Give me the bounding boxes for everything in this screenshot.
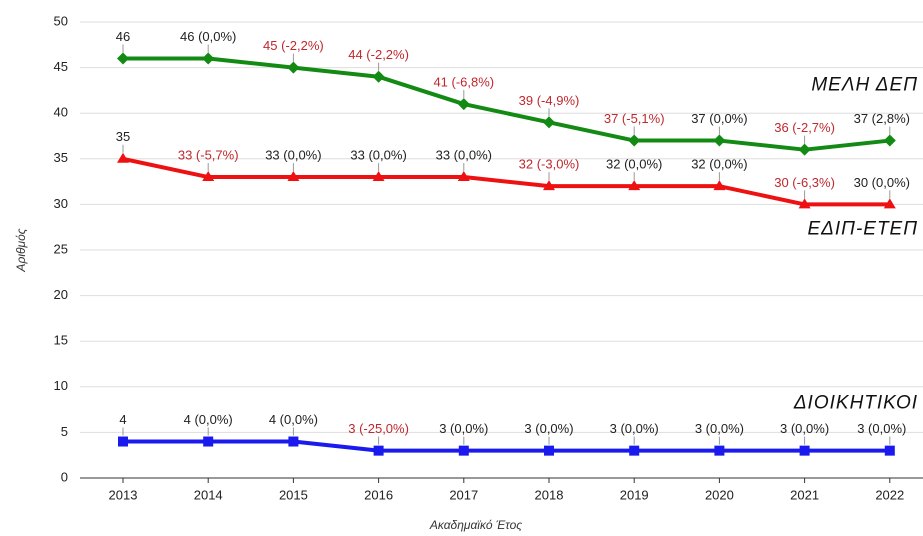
y-tick-label: 15 — [54, 333, 68, 348]
y-tick-label: 25 — [54, 241, 68, 256]
value-label: 33 (0,0%) — [436, 147, 492, 162]
marker — [884, 445, 895, 456]
marker — [543, 180, 555, 191]
value-label: 3 (0,0%) — [439, 421, 488, 436]
series: 35 33 (-5,7%) 33 (0,0%) 33 (0,0%) 33 (0,0%) 3… — [116, 129, 910, 209]
x-tick-label: 2021 — [790, 487, 819, 502]
value-label: 3 (0,0%) — [524, 421, 573, 436]
marker — [202, 52, 215, 65]
value-label: 45 (-2,2%) — [263, 38, 324, 53]
value-label: 3 (0,0%) — [857, 421, 906, 436]
y-axis-title: Αριθμός — [14, 228, 28, 272]
y-tick-label: 5 — [61, 424, 68, 439]
marker — [118, 436, 128, 447]
y-tick-label: 20 — [54, 287, 68, 302]
value-label: 46 (0,0%) — [180, 29, 236, 44]
marker — [202, 171, 215, 182]
marker — [799, 445, 810, 456]
marker — [628, 134, 641, 147]
value-label: 32 (0,0%) — [691, 157, 747, 172]
value-label: 37 (0,0%) — [691, 111, 747, 126]
series-name: ΜΕΛΗ ΔΕΠ — [811, 75, 918, 96]
x-tick-label: 2014 — [194, 487, 223, 502]
y-tick-label: 35 — [54, 150, 68, 165]
marker — [288, 436, 299, 447]
value-label: 3 (-25,0%) — [348, 421, 409, 436]
marker — [798, 143, 811, 156]
value-label: 33 (0,0%) — [265, 147, 321, 162]
value-label: 46 — [116, 29, 130, 44]
marker — [457, 98, 470, 111]
series: 46 46 (0,0%) 45 (-2,2%) 44 (-2,2%) 41 (-6,8%… — [116, 29, 910, 156]
marker — [883, 198, 896, 209]
line — [123, 56, 891, 152]
x-tick-label: 2015 — [279, 487, 308, 502]
marker — [629, 445, 640, 456]
value-label: 33 (0,0%) — [350, 147, 406, 162]
marker — [372, 171, 385, 182]
series: 4 4 (0,0%) 4 (0,0%) 3 (-25,0%) 3 (0,0%) 3 (0,… — [118, 412, 906, 456]
line — [123, 439, 890, 453]
value-label: 4 (0,0%) — [269, 412, 318, 427]
marker — [117, 52, 129, 65]
marker — [287, 171, 300, 182]
marker — [713, 180, 726, 191]
series-name: ΔΙΟΙΚΗΤΙΚΟΙ — [793, 393, 918, 414]
marker — [713, 134, 726, 147]
marker — [628, 180, 641, 191]
x-tick-label: 2022 — [875, 487, 904, 502]
x-tick-label: 2018 — [535, 487, 564, 502]
x-tick-label: 2017 — [449, 487, 478, 502]
x-tick-label: 2020 — [705, 487, 734, 502]
value-label: 3 (0,0%) — [610, 421, 659, 436]
marker — [458, 445, 469, 456]
y-tick-label: 50 — [54, 13, 68, 28]
value-label: 35 — [116, 129, 130, 144]
value-label: 3 (0,0%) — [695, 421, 744, 436]
x-tick-label: 2019 — [620, 487, 649, 502]
marker — [543, 116, 555, 129]
y-tick-label: 10 — [54, 378, 68, 393]
value-label: 4 (0,0%) — [184, 412, 233, 427]
x-axis-title: Ακαδημαϊκό Έτος — [429, 518, 522, 532]
value-label: 3 (0,0%) — [780, 421, 829, 436]
marker — [457, 171, 470, 182]
marker — [372, 70, 385, 83]
marker — [544, 445, 554, 456]
marker — [883, 134, 896, 147]
y-tick-label: 40 — [54, 105, 68, 120]
value-label: 32 (-3,0%) — [519, 157, 580, 172]
value-label: 36 (-2,7%) — [774, 120, 835, 135]
y-tick-label: 0 — [61, 469, 68, 484]
marker — [373, 445, 384, 456]
marker — [287, 61, 300, 74]
value-label: 41 (-6,8%) — [433, 75, 494, 90]
value-label: 4 — [119, 412, 126, 427]
marker — [714, 445, 725, 456]
series-name: ΕΔΙΠ-ΕΤΕΠ — [807, 218, 918, 239]
value-label: 33 (-5,7%) — [178, 147, 239, 162]
value-label: 30 (-6,3%) — [774, 175, 835, 190]
marker — [203, 436, 214, 447]
x-tick-label: 2016 — [364, 487, 393, 502]
x-tick-label: 2013 — [109, 487, 138, 502]
marker — [117, 152, 129, 163]
value-label: 37 (-5,1%) — [604, 111, 665, 126]
value-label: 39 (-4,9%) — [519, 93, 580, 108]
value-label: 37 (2,8%) — [854, 111, 910, 126]
y-tick-label: 45 — [54, 59, 68, 74]
value-label: 30 (0,0%) — [854, 175, 910, 190]
value-label: 32 (0,0%) — [606, 157, 662, 172]
y-tick-label: 30 — [54, 196, 68, 211]
marker — [798, 198, 811, 209]
line — [122, 156, 890, 207]
value-label: 44 (-2,2%) — [348, 47, 409, 62]
